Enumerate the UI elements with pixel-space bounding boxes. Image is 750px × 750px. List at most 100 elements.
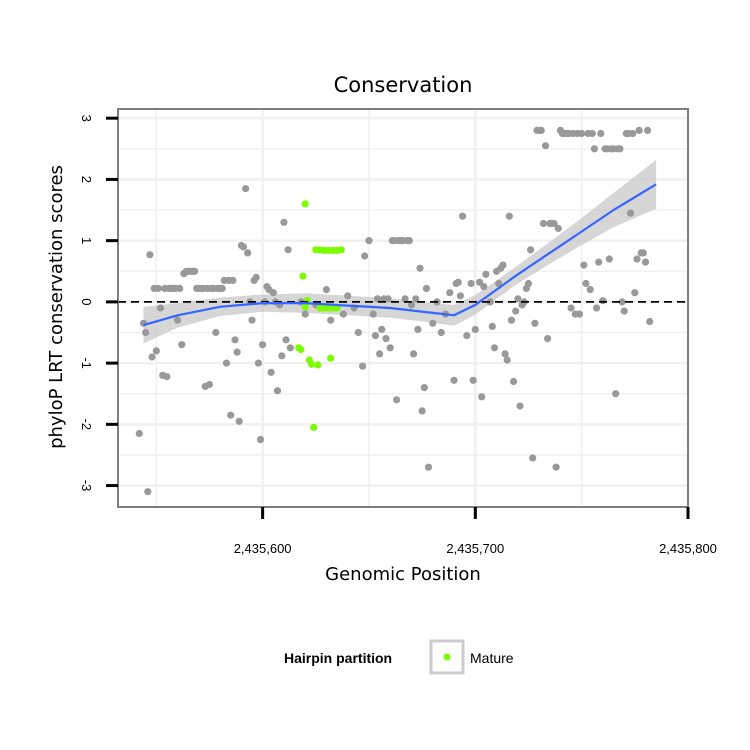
panel-border [117,108,689,508]
data-point [480,283,488,291]
data-point [229,276,237,284]
y-tick-label: 1 [79,237,94,244]
data-point [524,279,533,288]
data-point-mature [301,303,309,311]
data-point [227,411,235,419]
data-point [641,258,650,266]
data-point [499,261,507,269]
data-point [233,348,241,356]
data-point [554,224,562,232]
data-point [552,463,560,471]
data-point [490,344,499,352]
data-point [407,301,416,309]
y-tick-label: 0 [79,298,94,305]
legend-label-mature: Mature [470,650,514,666]
data-point [629,129,637,138]
data-point [405,237,413,245]
data-point [597,129,605,138]
data-point [259,341,267,349]
data-point [539,219,548,228]
data-point [142,328,150,337]
data-point [344,292,352,300]
data-point [148,353,156,361]
data-point [590,145,599,153]
data-point [505,212,513,220]
data-point [412,295,420,303]
data-point [327,316,335,324]
data-point [393,396,401,404]
data-point [273,387,282,395]
data-point [254,359,262,367]
data-point [176,284,184,292]
y-tick-label: -1 [79,357,94,369]
data-point [509,377,518,386]
data-point [178,341,186,349]
data-point [378,325,386,333]
data-point [620,307,628,315]
data-point [599,297,607,305]
data-point [239,243,248,251]
data-point [527,246,535,254]
data-point [371,332,379,340]
data-point [361,252,369,260]
data-point [541,142,550,150]
data-point [269,289,277,297]
data-point [478,393,486,401]
data-point [450,376,458,384]
data-point [580,261,588,269]
data-point [174,316,182,324]
chart-title: Conservation [334,73,473,97]
data-point-mature [327,354,335,362]
data-point [512,307,520,315]
data-point [152,347,160,355]
data-point [248,316,256,324]
data-point [646,317,654,326]
legend-title: Hairpin partition [284,650,392,666]
data-point-mature [307,360,316,368]
legend: Hairpin partition Mature [284,639,514,675]
data-point [231,336,239,344]
data-point [437,328,445,337]
y-tick-label: 2 [79,176,94,183]
data-point [373,295,382,303]
data-point-mature [314,361,322,369]
data-point [595,258,603,266]
data-point [218,284,226,292]
data-point [267,368,275,376]
data-point [516,402,524,410]
data-point [322,286,330,294]
data-point [301,310,309,318]
data-point [463,332,471,340]
data-point [639,249,647,257]
data-point [191,267,199,275]
data-point [635,126,643,134]
data-point [286,344,294,352]
data-point [537,126,545,134]
data-point [531,319,539,327]
legend-key-box [429,639,465,675]
data-point [544,335,552,343]
data-point [420,384,428,392]
data-point [212,328,220,337]
data-point [578,129,586,138]
data-point [280,218,288,226]
data-point [446,289,454,297]
data-point [365,237,373,245]
data-point [567,304,575,312]
data-point [376,350,384,358]
y-tick-label: 3 [79,115,94,122]
data-point [456,292,464,300]
data-point [422,284,430,292]
data-point [605,255,613,263]
data-point-mature [333,304,341,312]
data-point [469,376,477,384]
data-point [354,328,362,337]
data-point [244,249,252,257]
data-point [627,209,635,217]
data-point [401,295,409,303]
data-point [163,373,171,381]
data-point [618,298,626,306]
data-point [471,325,479,333]
data-point [495,279,503,288]
data-point [382,335,390,343]
